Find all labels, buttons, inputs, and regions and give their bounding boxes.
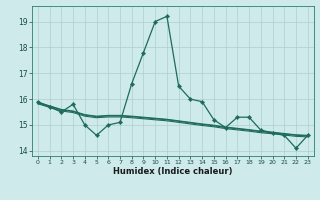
X-axis label: Humidex (Indice chaleur): Humidex (Indice chaleur) [113, 167, 233, 176]
